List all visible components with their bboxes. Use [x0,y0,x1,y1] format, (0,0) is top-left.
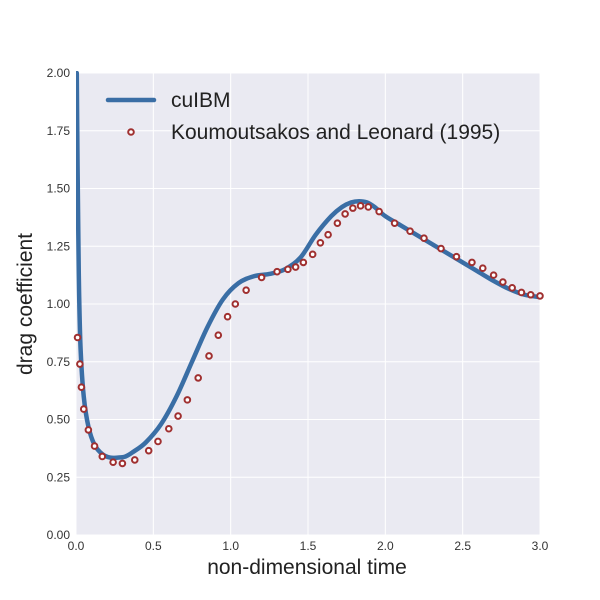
y-tick-label: 1.50 [47,182,71,196]
legend-label-koumoutsakos: Koumoutsakos and Leonard (1995) [171,121,500,144]
koumoutsakos-data-point [231,300,240,308]
koumoutsakos-data-point [214,331,223,339]
y-tick-label: 1.25 [47,239,71,253]
koumoutsakos-data-point [242,286,250,294]
marker-series [73,202,544,468]
x-tick-label: 2.5 [454,539,471,553]
koumoutsakos-data-point [406,227,414,236]
grid [75,72,541,536]
koumoutsakos-data-point [364,203,373,211]
y-tick-label: 0.25 [47,470,71,484]
koumoutsakos-data-point [77,383,86,391]
koumoutsakos-data-point [223,312,232,321]
y-tick-label: 2.00 [47,66,71,80]
x-tick-label: 2.0 [377,539,394,553]
koumoutsakos-data-point [499,278,507,286]
y-tick-label: 0.75 [47,355,71,369]
y-tick-label: 1.00 [47,297,71,311]
koumoutsakos-data-point [349,204,357,212]
koumoutsakos-data-point [194,374,202,382]
koumoutsakos-data-point [79,405,88,413]
koumoutsakos-data-point [517,288,526,297]
koumoutsakos-data-point [130,456,139,464]
koumoutsakos-data-point [205,352,213,360]
koumoutsakos-data-point [257,273,266,282]
y-tick-label: 1.75 [47,124,71,138]
koumoutsakos-data-point [324,230,332,239]
x-axis-label: non-dimensional time [207,556,407,579]
koumoutsakos-data-point [90,442,99,450]
y-tick-label: 0.00 [47,528,71,542]
koumoutsakos-data-point [73,333,82,342]
legend-label-cuibm: cuIBM [171,89,231,112]
koumoutsakos-data-point [452,252,461,261]
koumoutsakos-data-point [468,258,476,267]
koumoutsakos-data-point [508,284,516,292]
koumoutsakos-data-point [437,244,445,253]
koumoutsakos-data-point [144,446,153,455]
x-tick-label: 3.0 [532,539,549,553]
koumoutsakos-data-point [284,265,292,274]
koumoutsakos-data-point [341,210,349,218]
koumoutsakos-data-point [356,202,365,210]
koumoutsakos-data-point [333,219,342,227]
koumoutsakos-data-point [420,234,428,242]
tick-labels: 0.0 0.5 1.0 1.5 2.0 2.5 3.0 0.00 0.25 0.50 0.75 1.0… [47,66,549,553]
x-tick-label: 0.0 [68,539,85,553]
koumoutsakos-data-point [118,459,127,468]
koumoutsakos-data-point [308,250,317,259]
koumoutsakos-data-point [489,271,498,279]
y-tick-label: 0.50 [47,413,71,427]
legend: cuIBM Koumoutsakos and Leonard (1995) [105,89,500,144]
x-tick-label: 1.0 [222,539,239,553]
koumoutsakos-data-point [375,207,383,216]
koumoutsakos-data-point [316,238,325,247]
koumoutsakos-data-point [76,360,84,368]
koumoutsakos-data-point [526,290,535,299]
x-tick-label: 0.5 [145,539,162,553]
x-tick-label: 1.5 [300,539,317,553]
koumoutsakos-data-point [109,458,117,467]
koumoutsakos-data-point [84,426,93,434]
koumoutsakos-data-point [536,292,544,300]
koumoutsakos-data-point [291,263,300,271]
koumoutsakos-data-point [174,412,182,420]
koumoutsakos-data-point [273,267,281,276]
koumoutsakos-data-point [390,219,399,227]
koumoutsakos-data-point [154,437,162,446]
koumoutsakos-data-point [165,424,173,433]
koumoutsakos-data-point [478,264,487,272]
koumoutsakos-data-point [299,258,308,267]
koumoutsakos-data-point [98,452,107,461]
koumoutsakos-data-point [183,396,192,404]
y-axis-label: drag coefficient [14,233,37,375]
legend-marker-swatch [127,128,135,136]
